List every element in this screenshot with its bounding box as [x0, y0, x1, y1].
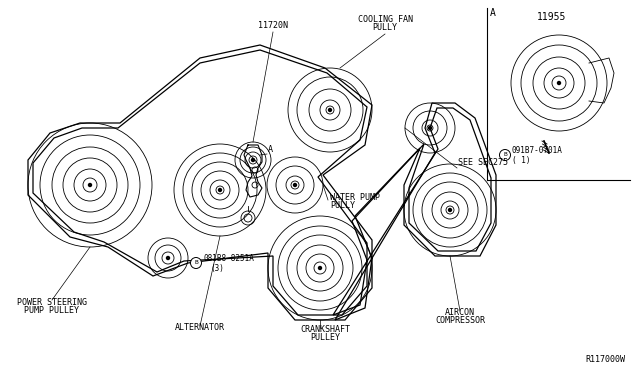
Circle shape	[449, 208, 451, 212]
Text: PULLEY: PULLEY	[310, 333, 340, 342]
Text: ALTERNATOR: ALTERNATOR	[175, 323, 225, 332]
Text: ( 1): ( 1)	[512, 156, 531, 165]
Circle shape	[294, 183, 296, 186]
Circle shape	[557, 81, 561, 84]
Text: PULLY: PULLY	[372, 23, 397, 32]
Circle shape	[429, 126, 431, 129]
Circle shape	[252, 158, 255, 161]
Circle shape	[328, 109, 332, 112]
Circle shape	[319, 266, 321, 269]
Text: (3): (3)	[210, 264, 224, 273]
Text: SEE SEC275: SEE SEC275	[458, 158, 508, 167]
Text: COOLING FAN: COOLING FAN	[358, 15, 413, 24]
Circle shape	[166, 257, 170, 260]
Text: 091B7-0701A: 091B7-0701A	[512, 146, 563, 155]
Circle shape	[88, 183, 92, 186]
Text: B: B	[503, 153, 507, 157]
Text: R117000W: R117000W	[585, 355, 625, 364]
Text: A: A	[268, 145, 273, 154]
Text: AIRCON: AIRCON	[445, 308, 475, 317]
Text: 11720N: 11720N	[258, 21, 288, 30]
Circle shape	[191, 257, 202, 269]
Text: POWER STEERING: POWER STEERING	[17, 298, 87, 307]
Text: WATER PUMP: WATER PUMP	[330, 193, 380, 202]
Circle shape	[218, 189, 221, 192]
Text: PULLY: PULLY	[330, 201, 355, 210]
Circle shape	[499, 150, 511, 160]
Text: COMPRESSOR: COMPRESSOR	[435, 316, 485, 325]
Text: PUMP PULLEY: PUMP PULLEY	[24, 306, 79, 315]
Text: A: A	[490, 8, 496, 18]
Text: 11955: 11955	[537, 12, 566, 22]
Text: B: B	[194, 260, 198, 266]
Text: 081B8-8251A: 081B8-8251A	[203, 254, 254, 263]
Text: CRANKSHAFT: CRANKSHAFT	[300, 325, 350, 334]
